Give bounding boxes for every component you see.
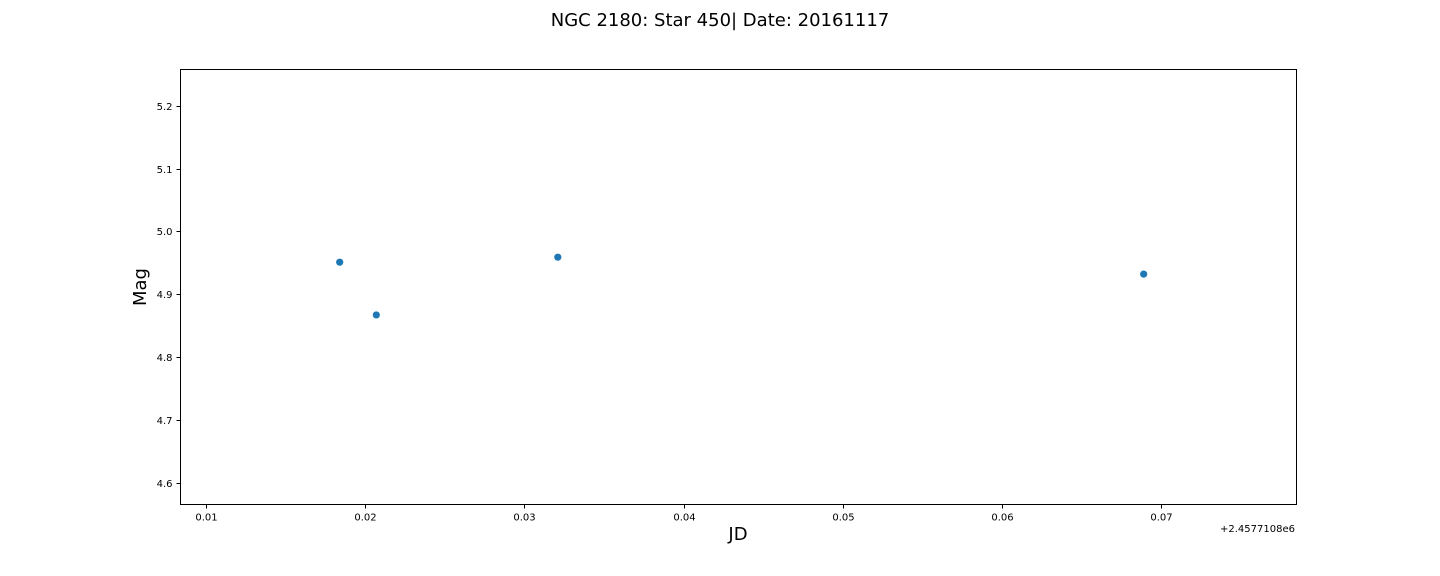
x-axis-ticks: 0.01 0.02 0.03 0.04 0.05 0.06 0.07 — [195, 504, 1173, 524]
data-point — [372, 311, 380, 319]
x-tick-label: 0.06 — [991, 513, 1013, 524]
data-points — [336, 253, 1148, 319]
x-tick-label: 0.03 — [513, 513, 535, 524]
data-point — [336, 258, 344, 266]
y-tick-label: 4.9 — [157, 290, 173, 301]
y-tick-label: 5.2 — [157, 102, 173, 113]
x-tick-label: 0.04 — [673, 513, 695, 524]
y-axis-label: Mag — [130, 268, 151, 306]
y-tick-label: 4.6 — [157, 479, 173, 490]
x-axis-label: JD — [727, 524, 747, 545]
x-tick-label: 0.02 — [354, 513, 376, 524]
x-axis-offset-label: +2.4577108e6 — [1220, 524, 1295, 535]
x-tick-label: 0.01 — [195, 513, 217, 524]
data-point — [554, 253, 562, 261]
y-tick-label: 4.7 — [157, 416, 173, 427]
x-tick-label: 0.07 — [1150, 513, 1172, 524]
y-tick-label: 5.0 — [157, 227, 173, 238]
y-axis-ticks: 4.6 4.7 4.8 4.9 5.0 5.1 5.2 — [157, 102, 181, 490]
data-point — [1140, 270, 1148, 278]
y-tick-label: 4.8 — [157, 353, 173, 364]
chart-title: NGC 2180: Star 450| Date: 20161117 — [551, 10, 890, 31]
x-tick-label: 0.05 — [832, 513, 854, 524]
plot-area — [180, 69, 1297, 505]
axes-frame — [180, 69, 1297, 505]
y-tick-label: 5.1 — [157, 165, 173, 176]
